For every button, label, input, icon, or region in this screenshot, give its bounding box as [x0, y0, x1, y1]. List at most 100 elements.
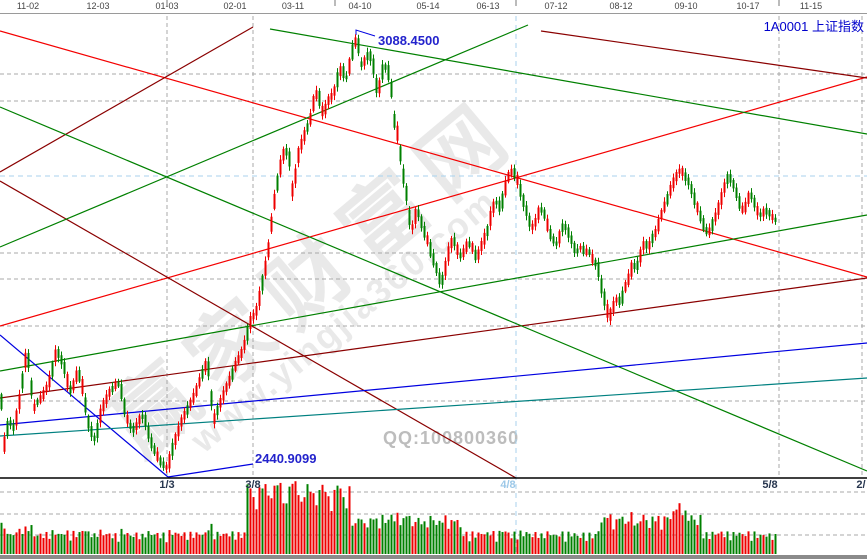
- volume-bar: [621, 516, 624, 554]
- candle-body: [513, 168, 516, 179]
- date-axis-label: 02-01: [223, 1, 247, 11]
- candle-body: [252, 312, 255, 320]
- candle-body: [105, 394, 108, 404]
- volume-bar: [0, 522, 3, 554]
- volume-bar: [708, 538, 711, 554]
- candle-body: [516, 174, 519, 185]
- volume-bar: [216, 531, 219, 554]
- volume-bar: [444, 515, 447, 554]
- candle-body: [369, 51, 372, 62]
- volume-bar: [132, 536, 135, 554]
- horizontal-scrollbar[interactable]: [0, 555, 867, 559]
- volume-bar: [339, 488, 342, 554]
- candle-body: [693, 192, 696, 205]
- gann-date-label: 5/8: [762, 479, 778, 491]
- volume-bar: [453, 521, 456, 554]
- volume-bar: [528, 533, 531, 554]
- candle-body: [81, 379, 84, 395]
- date-axis-label: 05-14: [416, 1, 440, 11]
- candle-body: [612, 300, 615, 312]
- candle-body: [9, 420, 12, 426]
- volume-bar: [282, 503, 285, 554]
- candle-body: [771, 214, 774, 220]
- volume-bar: [225, 533, 228, 554]
- volume-bar: [750, 540, 753, 554]
- volume-bar: [648, 527, 651, 554]
- candle-body: [432, 253, 435, 266]
- candle-body: [297, 147, 300, 163]
- candle-body: [621, 290, 624, 304]
- volume-bar: [189, 531, 192, 554]
- date-axis-label: 07-12: [544, 1, 568, 11]
- volume-bar: [681, 515, 684, 554]
- candle-body: [633, 262, 636, 270]
- volume-bar: [585, 540, 588, 554]
- candle-body: [510, 168, 513, 176]
- candle-body: [714, 212, 717, 222]
- candle-body: [489, 210, 492, 226]
- candle-body: [405, 185, 408, 201]
- candle-body: [75, 370, 78, 382]
- candle-body: [429, 242, 432, 257]
- candle-body: [96, 422, 99, 438]
- volume-bar: [120, 528, 123, 554]
- candle-body: [729, 174, 732, 183]
- volume-bar: [660, 529, 663, 554]
- trend-line-green-descending-long: [0, 106, 867, 472]
- volume-bar: [561, 531, 564, 554]
- candle-body: [681, 167, 684, 176]
- candle-body: [543, 209, 546, 219]
- volume-bar: [6, 533, 9, 554]
- volume-bar: [174, 532, 177, 554]
- candle-body: [741, 205, 744, 213]
- candle-body: [0, 394, 3, 410]
- candle-body: [570, 235, 573, 244]
- volume-bar: [390, 514, 393, 554]
- volume-bar: [714, 534, 717, 554]
- candle-body: [294, 168, 297, 184]
- date-axis-label: 09-10: [674, 1, 698, 11]
- volume-bar: [393, 521, 396, 554]
- candle-body: [240, 349, 243, 358]
- candle-body: [585, 248, 588, 256]
- candle-body: [282, 148, 285, 161]
- candle-body: [471, 243, 474, 252]
- volume-bar: [90, 537, 93, 554]
- volume-bar: [480, 533, 483, 554]
- volume-bar: [240, 537, 243, 554]
- candle-body: [114, 382, 117, 389]
- volume-bar: [138, 539, 141, 554]
- candle-body: [159, 457, 162, 466]
- candle-body: [375, 77, 378, 93]
- volume-bar: [474, 537, 477, 554]
- candle-body: [696, 202, 699, 213]
- candle-body: [162, 461, 165, 468]
- candle-body: [84, 397, 87, 413]
- volume-bar: [684, 510, 687, 554]
- volume-bar: [687, 520, 690, 554]
- volume-bar: [759, 534, 762, 554]
- candle-body: [219, 398, 222, 408]
- volume-bar: [609, 514, 612, 554]
- volume-bar: [135, 532, 138, 554]
- candle-body: [552, 236, 555, 244]
- trend-line-green-ascending-long: [0, 214, 867, 372]
- volume-bar: [150, 535, 153, 554]
- volume-bar: [771, 539, 774, 554]
- volume-bar: [372, 519, 375, 554]
- candle-body: [468, 241, 471, 248]
- candle-body: [456, 244, 459, 255]
- volume-bar: [711, 531, 714, 554]
- candle-body: [366, 52, 369, 61]
- candle-body: [534, 218, 537, 227]
- volume-bar: [3, 528, 6, 554]
- candle-body: [492, 201, 495, 213]
- volume-bar: [99, 529, 102, 554]
- volume-bar: [549, 535, 552, 554]
- volume-bar: [408, 515, 411, 554]
- watermark-qq: QQ:100800360: [383, 428, 520, 448]
- volume-bar: [300, 501, 303, 554]
- volume-bar: [438, 520, 441, 554]
- candle-body: [603, 291, 606, 306]
